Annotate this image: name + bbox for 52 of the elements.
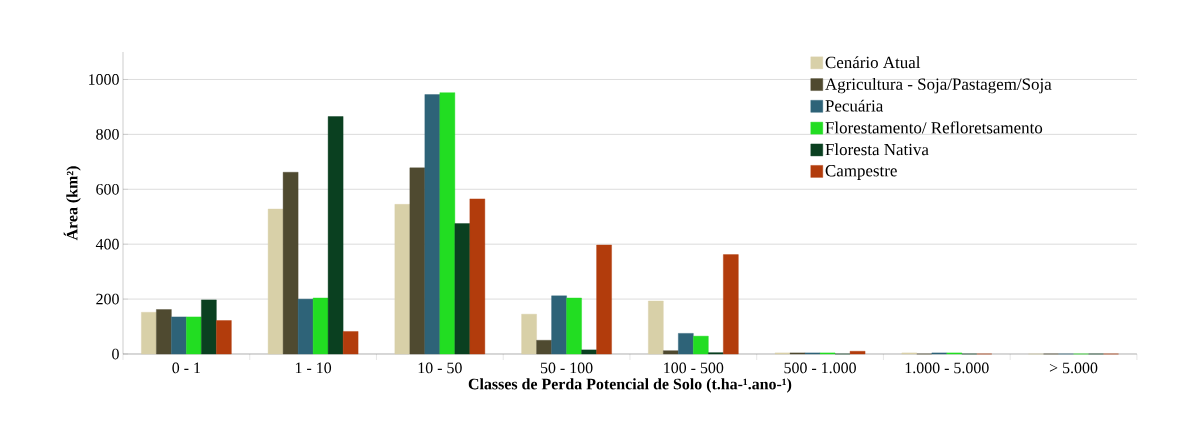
x-tick-label: 1.000 - 5.000 — [905, 362, 989, 374]
legend-label: Floresta Nativa — [825, 143, 929, 156]
bar — [394, 204, 411, 355]
bar — [849, 351, 866, 355]
x-tick-label: 1 - 10 — [295, 362, 332, 374]
bar — [454, 223, 471, 355]
bar — [409, 167, 426, 355]
y-tick-label: 0 — [112, 348, 119, 360]
bar — [723, 254, 739, 355]
y-axis-title: Área (km²) — [63, 166, 81, 241]
bar — [267, 208, 284, 355]
x-tick-label: 100 - 500 — [664, 362, 724, 374]
bar — [581, 349, 597, 355]
bar — [424, 94, 441, 355]
bar — [327, 116, 344, 355]
y-tick-label: 1000 — [89, 74, 119, 85]
bar — [439, 92, 456, 355]
y-tick-label: 600 — [96, 183, 119, 195]
x-tick-label: 0 - 1 — [172, 362, 201, 374]
bar — [171, 316, 187, 355]
y-tick-label: 800 — [96, 128, 119, 140]
x-tick-label: 10 - 50 — [418, 362, 462, 374]
bar — [693, 335, 709, 355]
legend-label: Florestamento/ Refloretsamento — [825, 121, 1043, 134]
bar — [678, 333, 694, 355]
bar — [521, 313, 537, 355]
bar — [156, 309, 172, 355]
bar — [663, 350, 679, 355]
bar — [648, 300, 664, 355]
legend-label: Campestre — [825, 165, 897, 180]
bar — [141, 312, 157, 355]
y-tick-label: 200 — [96, 293, 119, 305]
bar — [536, 340, 552, 355]
bar — [282, 172, 299, 355]
x-tick-label: > 5.000 — [1049, 362, 1098, 374]
x-tick-label: 500 - 1.000 — [784, 362, 856, 374]
bar — [216, 320, 232, 355]
bar — [312, 297, 329, 355]
bar — [201, 299, 217, 355]
legend-label: Agricultura - Soja/Pastagem/Soja — [825, 77, 1052, 94]
bar — [469, 198, 486, 355]
x-axis-title: Classes de Perda Potencial de Solo (t.ha-¹.ano-¹) — [468, 378, 792, 393]
bar — [551, 295, 567, 355]
bar — [342, 331, 359, 355]
y-tick-label: 400 — [95, 238, 119, 250]
x-tick-label: 50 - 100 — [540, 362, 593, 374]
legend-label: Pecuária — [825, 99, 884, 112]
legend-label: Cenário Atual — [825, 56, 921, 69]
bar — [566, 297, 582, 355]
bar — [186, 316, 202, 355]
bar — [297, 298, 314, 355]
bar — [596, 244, 612, 355]
